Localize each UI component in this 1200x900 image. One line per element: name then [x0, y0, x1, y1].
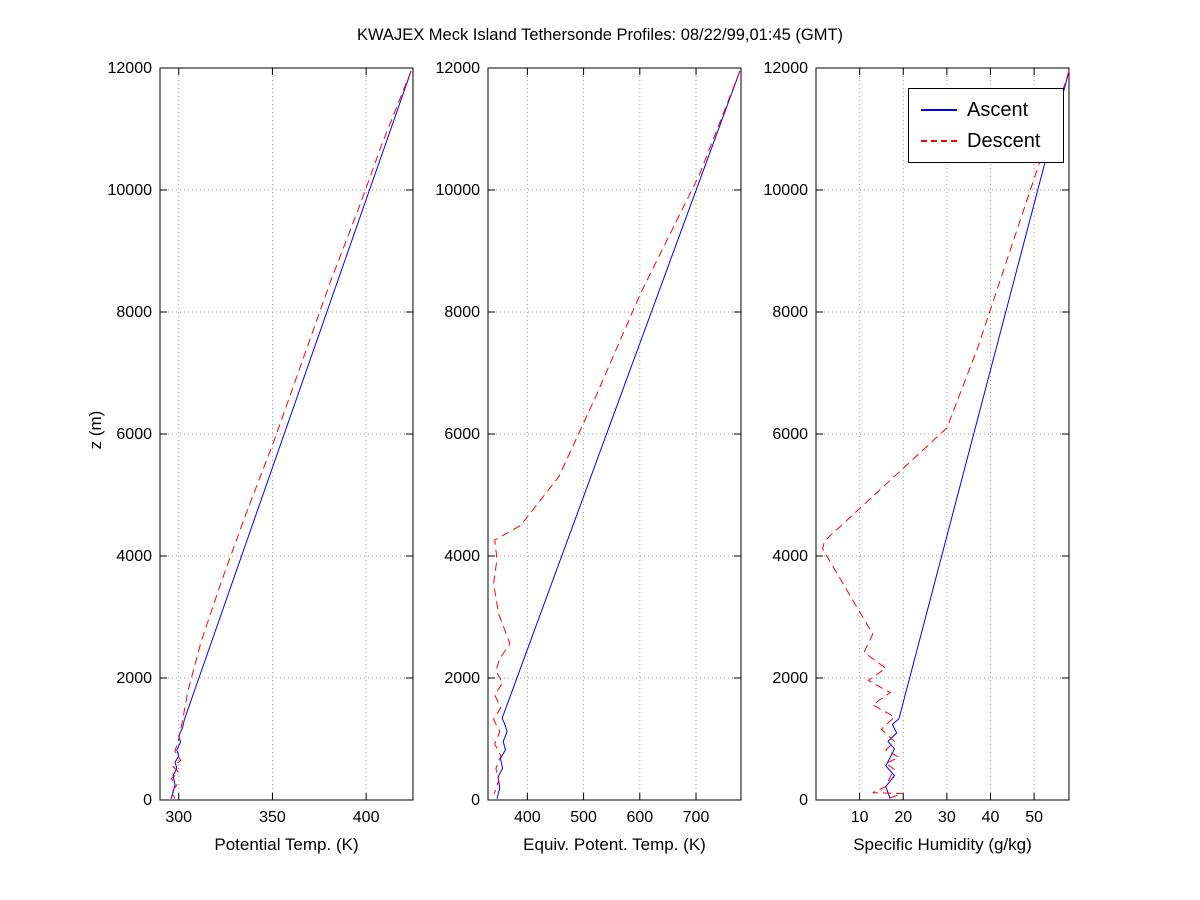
- axes-box: [815, 67, 1070, 801]
- y-tick-label: 6000: [772, 426, 808, 443]
- series-descent-line: [493, 70, 741, 795]
- y-tick-label: 12000: [436, 60, 481, 77]
- x-tick-label: 700: [683, 809, 710, 826]
- plot-potential-temp: 300 350 400020004000600080001000012000Pote…: [108, 60, 414, 854]
- legend: Ascent Descent: [908, 88, 1064, 163]
- x-tick-label: 10: [851, 809, 869, 826]
- x-tick-label: 350: [259, 809, 286, 826]
- legend-label-descent: Descent: [967, 130, 1041, 152]
- series-descent-line: [170, 70, 412, 799]
- x-tick-label: 300: [165, 809, 192, 826]
- x-axis-label: Equiv. Potent. Temp. (K): [523, 835, 706, 854]
- x-tick-label: 400: [514, 809, 541, 826]
- legend-entry-descent: Descent: [921, 130, 1051, 152]
- y-tick-label: 6000: [116, 426, 152, 443]
- x-tick-label: 30: [938, 809, 956, 826]
- y-tick-label: 2000: [772, 670, 808, 687]
- y-tick-label: 8000: [444, 304, 480, 321]
- series-descent-line: [821, 70, 1070, 799]
- y-tick-label: 12000: [108, 60, 153, 77]
- plot-equiv-potential-temp: 400 500 600 700 0 2000 4000 6000 8000 10000 12000 E…: [436, 60, 742, 854]
- legend-label-ascent: Ascent: [967, 99, 1029, 121]
- x-tick-label: 500: [570, 809, 597, 826]
- y-tick-label: 2000: [116, 670, 152, 687]
- chart-title: KWAJEX Meck Island Tethersonde Profiles:…: [356, 26, 844, 44]
- x-tick-label: 40: [982, 809, 1000, 826]
- y-tick-label: 0: [799, 792, 808, 809]
- plot-specific-humidity: 10 20 30 40 50 0 2000 4000 6000 8000 10000 12000 Spe…: [764, 60, 1070, 854]
- y-tick-label: 0: [471, 792, 480, 809]
- ascent-line-sample: [921, 109, 957, 111]
- series-ascent-line: [496, 70, 741, 799]
- axis-ticks: 400 500 600 700 0 2000 4000 6000 8000 10000 12000: [436, 60, 741, 826]
- x-tick-label: 600: [626, 809, 653, 826]
- y-tick-label: 2000: [444, 670, 480, 687]
- y-tick-label: 4000: [444, 548, 480, 565]
- y-tick-label: 10000: [108, 182, 153, 199]
- y-tick-label: 0: [143, 792, 152, 809]
- legend-entry-ascent: Ascent: [921, 99, 1051, 121]
- x-tick-label: 50: [1025, 809, 1043, 826]
- gridlines: [816, 68, 1069, 800]
- gridlines: [160, 68, 413, 800]
- y-tick-label: 10000: [436, 182, 481, 199]
- y-tick-label: 4000: [772, 548, 808, 565]
- axes-box: [159, 67, 414, 801]
- series-ascent-line: [170, 70, 412, 799]
- y-tick-label: 8000: [116, 304, 152, 321]
- y-tick-label: 10000: [764, 182, 809, 199]
- y-tick-label: 4000: [116, 548, 152, 565]
- y-tick-label: 12000: [764, 60, 809, 77]
- series-ascent-line: [885, 70, 1070, 799]
- x-tick-label: 20: [894, 809, 912, 826]
- y-tick-label: 8000: [772, 304, 808, 321]
- x-axis-label: Potential Temp. (K): [214, 835, 358, 854]
- gridlines: [488, 68, 741, 800]
- y-tick-label: 6000: [444, 426, 480, 443]
- descent-line-sample: [921, 140, 957, 142]
- axis-ticks: 10 20 30 40 50 0 2000 4000 6000 8000 10000 12000: [764, 60, 1069, 826]
- x-tick-label: 400: [353, 809, 380, 826]
- axes-box: [487, 67, 742, 801]
- x-axis-label: Specific Humidity (g/kg): [853, 835, 1032, 854]
